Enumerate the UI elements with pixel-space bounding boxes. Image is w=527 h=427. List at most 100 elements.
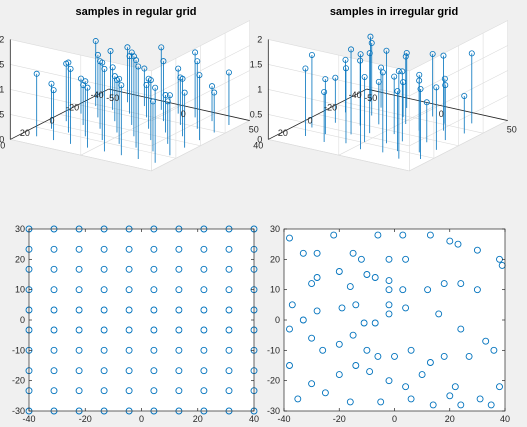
scatter-marker — [451, 383, 459, 391]
scatter-marker — [75, 306, 83, 314]
stem-marker — [177, 74, 184, 81]
scatter-marker — [308, 380, 316, 388]
axes-irregular-grid-2d[interactable]: -40 -20 0 20 40 -30 -20 -10 0 10 20 30 — [267, 224, 510, 424]
stem-marker — [348, 46, 355, 53]
scatter-marker — [407, 395, 415, 403]
scatter-marker — [75, 367, 83, 375]
scatter-marker — [100, 346, 108, 354]
stem-marker — [92, 38, 99, 45]
stem-marker — [33, 70, 40, 77]
stem-marker — [332, 74, 339, 81]
scatter-marker — [125, 306, 133, 314]
x-tick-label: 50 — [507, 125, 517, 135]
plot-area — [284, 229, 505, 411]
scatter-marker — [346, 398, 354, 406]
y-tick-label: -20 — [324, 103, 337, 113]
scatter-marker — [308, 334, 316, 342]
scatter-marker — [407, 346, 415, 354]
scatter-marker — [150, 265, 158, 273]
scatter-marker — [100, 265, 108, 273]
scatter-marker — [175, 387, 183, 395]
stem-marker — [67, 65, 74, 72]
scatter-marker — [150, 306, 158, 314]
scatter-marker — [50, 286, 58, 294]
scatter-marker — [100, 326, 108, 334]
scatter-marker — [487, 401, 495, 409]
stem-marker — [162, 92, 169, 99]
scatter-marker — [496, 383, 503, 391]
scatter-marker — [374, 352, 382, 360]
y-tick-label: -20 — [267, 376, 280, 386]
stem-marker — [48, 80, 55, 87]
stem-marker — [50, 87, 57, 94]
x-tick-label: 20 — [445, 414, 455, 424]
y-tick-label: 0 — [307, 115, 312, 125]
scatter-marker — [446, 392, 454, 400]
stem-marker — [135, 63, 142, 70]
stem-marker — [97, 58, 104, 65]
stem-marker — [158, 44, 165, 51]
scatter-marker — [490, 346, 498, 354]
y-tick-label: -40 — [91, 90, 104, 100]
scatter-marker — [50, 245, 58, 253]
scatter-marker — [100, 245, 108, 253]
scatter-marker — [200, 326, 208, 334]
stem-marker — [342, 56, 349, 63]
x-tick-label: 20 — [193, 414, 203, 424]
stem-marker — [395, 68, 402, 75]
stem-marker — [225, 69, 232, 76]
scatter-marker — [125, 346, 133, 354]
stem-marker — [196, 72, 203, 79]
z-tick-label: 2 — [257, 34, 262, 44]
stem-marker — [394, 88, 401, 95]
stem-marker — [80, 81, 87, 88]
scatter-marker — [286, 362, 293, 369]
scatter-marker — [402, 255, 410, 263]
scatter-marker — [476, 395, 484, 403]
y-tick-label: -10 — [12, 345, 25, 355]
scatter-marker — [385, 301, 393, 309]
scatter-marker — [288, 301, 296, 309]
stem-marker — [101, 65, 108, 72]
stem-marker — [403, 49, 410, 56]
z-tick-label: 2 — [0, 34, 4, 44]
scatter-marker — [100, 367, 108, 375]
scatter-marker — [294, 395, 302, 403]
scatter-marker — [440, 280, 448, 288]
stem-marker — [366, 50, 373, 57]
scatter-marker — [200, 286, 208, 294]
scatter-marker — [225, 306, 233, 314]
stem-marker — [433, 84, 440, 91]
y-tick-label: -30 — [12, 406, 25, 416]
stem-marker — [160, 58, 167, 65]
scatter-marker — [225, 265, 233, 273]
stem-marker — [181, 89, 188, 96]
scatter-marker — [150, 367, 158, 375]
stem-marker — [149, 98, 156, 105]
scatter-marker — [357, 255, 365, 263]
scatter-marker — [75, 245, 83, 253]
scatter-marker — [473, 246, 481, 254]
stem-marker — [143, 81, 150, 88]
stem-marker — [145, 75, 152, 82]
x-axis-line — [366, 88, 508, 121]
y-tick-label: 0 — [20, 315, 25, 325]
scatter-marker — [225, 387, 233, 395]
scatter-marker — [457, 401, 465, 409]
x-tick-label: 40 — [500, 414, 510, 424]
axes-regular-grid-2d[interactable]: -40 -20 0 20 40 -30 -20 -10 0 10 20 30 — [12, 224, 259, 424]
scatter-marker — [75, 346, 83, 354]
stem-marker — [107, 48, 114, 55]
stem-marker — [440, 52, 447, 59]
y-axis-line — [10, 88, 109, 140]
scatter-marker — [335, 268, 343, 275]
scatter-marker — [125, 286, 133, 294]
scatter-marker — [75, 265, 83, 273]
z-tick-label: 1.5 — [0, 59, 4, 69]
scatter-marker — [286, 234, 293, 242]
scatter-marker — [225, 346, 233, 354]
stem-marker — [152, 84, 159, 91]
scatter-marker — [125, 265, 133, 273]
